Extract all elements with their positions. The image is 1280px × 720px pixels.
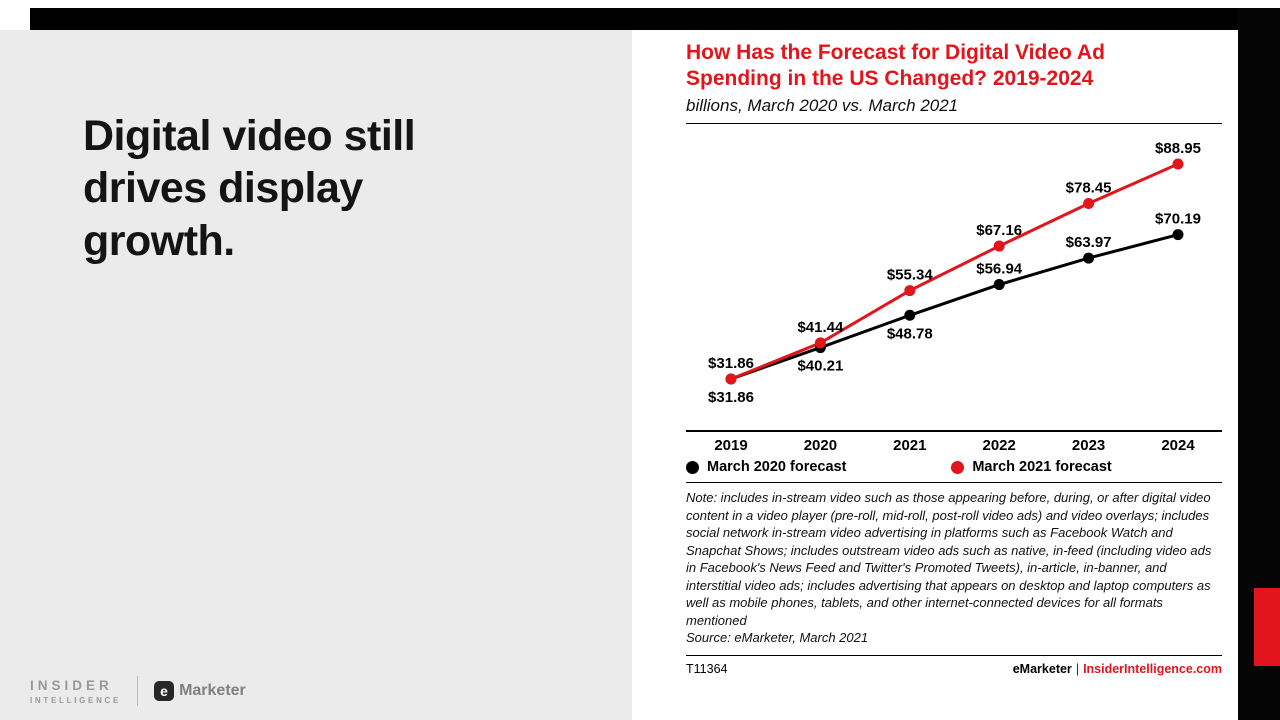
x-axis-year-label: 2023: [1072, 437, 1105, 454]
x-axis-year-label: 2021: [893, 437, 926, 454]
insider-intelligence-logo: INSIDER INTELLIGENCE: [30, 678, 121, 705]
chart-title: How Has the Forecast for Digital Video A…: [686, 40, 1222, 91]
chart-panel: How Has the Forecast for Digital Video A…: [632, 30, 1238, 720]
legend-marker: [686, 460, 699, 474]
right-black-rail: [1238, 8, 1280, 720]
x-axis-year-label: 2019: [714, 437, 747, 454]
chart-title-line-2: Spending in the US Changed? 2019-2024: [686, 66, 1094, 90]
chart-subtitle: billions, March 2020 vs. March 2021: [686, 96, 959, 116]
top-black-bar: [30, 8, 1280, 30]
value-label: $78.45: [1066, 180, 1112, 197]
chart-source: Source: eMarketer, March 2021: [686, 630, 869, 646]
slide-headline: Digital video still drives display growt…: [83, 112, 416, 265]
emarketer-logo-text: Marketer: [179, 682, 246, 699]
value-label: $31.86: [708, 355, 754, 372]
chart-note: Note: includes in-stream video such as t…: [686, 490, 1212, 628]
footer-site-link[interactable]: InsiderIntelligence.com: [1083, 661, 1222, 676]
data-point-0: [1172, 229, 1184, 241]
value-label: $41.44: [797, 319, 844, 336]
chart-legend: March 2020 forecast March 2021 forecast: [686, 459, 1222, 475]
value-label: $55.34: [887, 267, 934, 284]
chart-footer: T11364 eMarketer | InsiderIntelligence.com: [686, 662, 1222, 676]
value-label: $70.19: [1155, 211, 1201, 228]
data-point-1: [814, 337, 826, 349]
value-label: $40.21: [797, 358, 843, 375]
legend-item-march-2021: March 2021 forecast: [951, 459, 1112, 476]
x-axis-year-label: 2020: [804, 437, 837, 454]
legend-label: March 2020 forecast: [707, 459, 847, 476]
data-point-1: [1083, 198, 1095, 210]
footer-divider-line: [686, 654, 1222, 656]
data-point-0: [993, 279, 1005, 291]
divider-line: [686, 123, 1222, 125]
x-axis-year-label: 2022: [983, 437, 1016, 454]
x-axis-year-label: 2024: [1161, 437, 1195, 454]
legend-marker: [951, 460, 965, 474]
data-point-1: [725, 373, 737, 385]
divider-line: [686, 482, 1222, 484]
value-label: $56.94: [976, 261, 1023, 278]
footer-emarketer-label: eMarketer: [1012, 661, 1072, 676]
data-point-0: [1083, 252, 1095, 264]
chart-title-line-1: How Has the Forecast for Digital Video A…: [686, 41, 1105, 64]
intelligence-logo-text: INTELLIGENCE: [30, 695, 122, 705]
footer-separator: |: [1075, 661, 1080, 676]
chart-id: T11364: [686, 661, 728, 676]
data-point-0: [904, 309, 916, 321]
data-point-1: [904, 285, 916, 297]
footer-brand-block: eMarketer | InsiderIntelligence.com: [1013, 662, 1222, 676]
series-line-1: [730, 162, 1179, 381]
brand-row: INSIDER INTELLIGENCE e Marketer: [30, 676, 246, 706]
legend-item-march-2020: March 2020 forecast: [686, 459, 951, 475]
series-line-0: [730, 233, 1179, 381]
value-label: $63.97: [1066, 234, 1112, 251]
forecast-chart-svg: 2019 2020 2021 2022 2023 2024 $31.86 $40.21 $48.…: [686, 140, 1222, 454]
emarketer-e-icon: e: [154, 681, 175, 701]
brand-divider: [137, 676, 139, 706]
data-point-1: [993, 240, 1005, 252]
data-point-1: [1172, 158, 1184, 170]
value-label: $48.78: [887, 325, 933, 342]
legend-label: March 2021 forecast: [972, 459, 1112, 476]
insider-logo-text: INSIDER: [30, 677, 113, 693]
value-label: $88.95: [1155, 140, 1201, 157]
value-label: $31.86: [708, 389, 754, 406]
emarketer-logo: e Marketer: [154, 681, 246, 701]
left-panel: Digital video still drives display growt…: [0, 30, 632, 720]
value-label: $67.16: [976, 222, 1022, 239]
red-accent-block: [1254, 588, 1280, 666]
